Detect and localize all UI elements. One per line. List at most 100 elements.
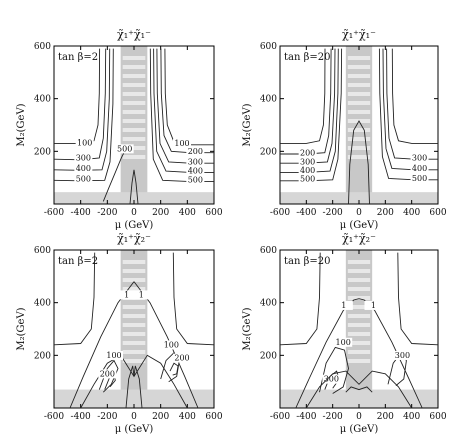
contour-label: 500 — [300, 175, 315, 184]
panel-title: χ̃₁⁺χ̃₁⁻ — [342, 28, 376, 41]
contour-label: 500 — [412, 174, 427, 183]
y-tick-label: 600 — [34, 42, 51, 52]
panel-chi1chi2-tanb20: -600 -400 -200 0 200 400 600 200 400 600 1 1 100 300 3… — [242, 232, 447, 435]
contour-label: 400 — [300, 166, 315, 175]
y-tick-label: 400 — [34, 299, 51, 309]
contour-label: 400 — [412, 164, 427, 173]
contour-label-bg — [298, 157, 317, 167]
band-stripe — [122, 350, 146, 354]
contour-label: 200 — [174, 354, 189, 363]
x-tick-label: 400 — [179, 412, 196, 422]
contour-label: 500 — [188, 175, 203, 184]
contour-label: 1 — [341, 301, 346, 310]
y-tick-label: 200 — [34, 147, 51, 157]
panel-chi1chi1-tanb20: -600 -400 -200 0 200 400 600200400600200300400… — [242, 28, 447, 231]
shaded-band — [280, 389, 438, 408]
band-stripe — [347, 74, 371, 78]
contour-line — [280, 48, 326, 144]
band-stripe — [347, 269, 371, 273]
band-stripe — [347, 83, 371, 87]
contour-line — [53, 48, 111, 171]
contour-line — [279, 252, 321, 346]
contour-line — [169, 362, 179, 376]
band-stripe — [122, 146, 146, 150]
contour-label-bg — [393, 350, 412, 360]
contour-line — [125, 365, 143, 409]
contour-label-bg — [115, 144, 134, 154]
band-stripe — [347, 305, 371, 309]
tan-beta-label: tan β=2 — [58, 52, 98, 63]
contour-label-bg — [98, 369, 117, 379]
contour-label: 300 — [412, 154, 427, 163]
contour-label-bg — [173, 139, 191, 149]
x-tick-label: 0 — [356, 208, 362, 218]
contour-line — [348, 120, 370, 205]
shaded-band — [120, 250, 148, 408]
contour-line — [129, 169, 139, 205]
panel-title: χ̃₁⁺χ̃₂⁻ — [342, 232, 376, 245]
contour-line — [295, 298, 360, 409]
band-stripe — [347, 332, 371, 336]
y-tick-label: 600 — [34, 246, 51, 256]
x-tick-label: 0 — [131, 208, 137, 218]
contour-label: 500 — [117, 144, 132, 153]
contour-label-bg — [132, 290, 151, 300]
panel-title: χ̃₁⁺χ̃₁⁻ — [117, 28, 151, 41]
shaded-band — [120, 46, 148, 204]
band-stripe — [347, 359, 371, 363]
x-tick-label: -600 — [44, 208, 64, 218]
x-tick-label: 400 — [179, 208, 196, 218]
x-tick-label: -200 — [323, 412, 343, 422]
band-stripe — [347, 146, 371, 150]
contour-label: 200 — [188, 147, 203, 156]
contour-label-bg — [334, 337, 353, 347]
contour-label-bg — [186, 146, 205, 156]
contour-label-bg — [322, 374, 341, 384]
tan-beta-label: tan β=20 — [284, 256, 330, 267]
shaded-band — [54, 192, 214, 204]
contour-label: 100 — [174, 139, 189, 148]
tan-beta-label: tan β=20 — [284, 52, 330, 63]
x-tick-label: -400 — [296, 412, 316, 422]
band-stripe — [122, 323, 146, 327]
x-tick-label: -200 — [97, 208, 117, 218]
contour-label: 100 — [164, 340, 179, 349]
contour-line — [319, 346, 349, 394]
contour-line — [53, 252, 96, 346]
x-axis-label: μ (GeV) — [115, 424, 154, 435]
x-tick-label: 600 — [205, 208, 222, 218]
band-stripe — [122, 260, 146, 264]
band-stripe — [122, 359, 146, 363]
band-stripe — [122, 110, 146, 114]
panel-title: χ̃₁⁺χ̃₂⁻ — [117, 232, 151, 245]
band-stripe — [347, 128, 371, 132]
shaded-band — [345, 46, 373, 204]
band-stripe — [347, 155, 371, 159]
contour-label: 1 — [124, 290, 129, 299]
contour-label: 400 — [76, 164, 91, 173]
contour-line — [149, 48, 214, 183]
band-stripe — [347, 92, 371, 96]
band-stripe — [347, 110, 371, 114]
contour-line — [102, 148, 127, 202]
band-stripe — [347, 278, 371, 282]
y-tick-label: 400 — [34, 95, 51, 105]
y-axis-label: M₂(GeV) — [242, 103, 253, 146]
shaded-band — [280, 192, 438, 204]
contour-label-bg — [298, 174, 317, 184]
x-tick-label: -600 — [270, 412, 290, 422]
x-tick-label: 600 — [429, 208, 446, 218]
y-tick-label: 200 — [260, 351, 277, 361]
contour-label-bg — [105, 350, 123, 360]
contour-label-bg — [186, 157, 205, 167]
y-tick-label: 200 — [260, 147, 277, 157]
contour-label: 500 — [76, 175, 91, 184]
contour-label: 1 — [139, 290, 144, 299]
contour-label: 200 — [100, 369, 115, 378]
contour-label: 100 — [106, 351, 121, 360]
contour-label-bg — [117, 290, 136, 300]
y-tick-label: 400 — [260, 299, 277, 309]
contour-line — [397, 252, 439, 346]
x-tick-label: -200 — [97, 412, 117, 422]
